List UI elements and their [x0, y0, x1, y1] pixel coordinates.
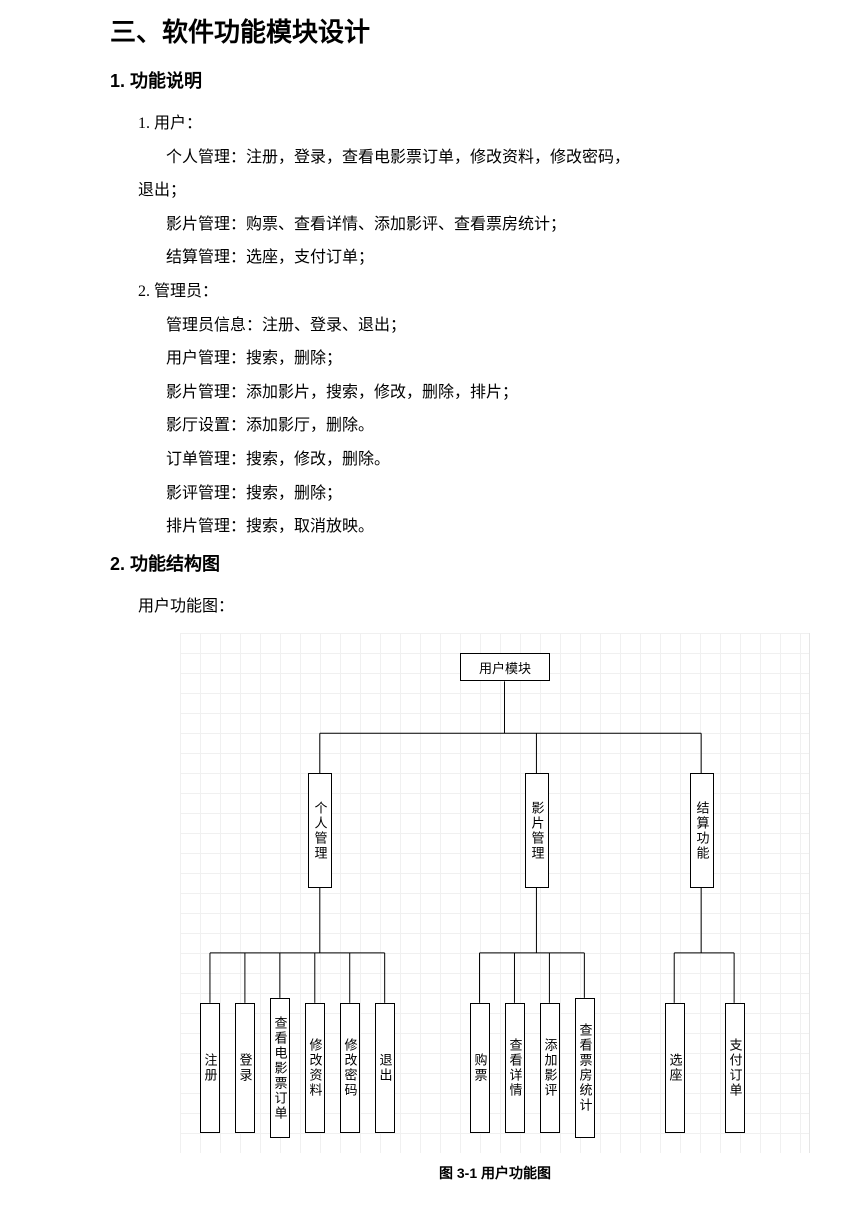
- structure-intro: 用户功能图：: [138, 590, 798, 624]
- admin-line6: 影评管理：搜索，删除；: [166, 477, 798, 511]
- heading-sec2: 2. 功能结构图: [110, 550, 798, 576]
- tree-node: 查看详情: [505, 1003, 525, 1133]
- user-line1a: 个人管理：注册，登录，查看电影票订单，修改资料，修改密码，: [166, 141, 798, 175]
- admin-line5: 订单管理：搜索，修改，删除。: [166, 443, 798, 477]
- user-line2: 影片管理：购票、查看详情、添加影评、查看票房统计；: [166, 208, 798, 242]
- heading-sec1: 1. 功能说明: [110, 67, 798, 93]
- tree-node: 退出: [375, 1003, 395, 1133]
- tree-node: 查看电影票订单: [270, 998, 290, 1138]
- admin-line2: 用户管理：搜索，删除；: [166, 342, 798, 376]
- admin-line1: 管理员信息：注册、登录、退出；: [166, 309, 798, 343]
- tree-node: 影片管理: [525, 773, 549, 888]
- tree-node: 购票: [470, 1003, 490, 1133]
- admin-header: 2. 管理员：: [138, 275, 798, 309]
- tree-node: 支付订单: [725, 1003, 745, 1133]
- tree-node: 查看票房统计: [575, 998, 595, 1138]
- tree-node: 用户模块: [460, 653, 550, 681]
- tree-node: 添加影评: [540, 1003, 560, 1133]
- admin-line7: 排片管理：搜索，取消放映。: [166, 510, 798, 544]
- tree-node: 结算功能: [690, 773, 714, 888]
- admin-line4: 影厅设置：添加影厅，删除。: [166, 409, 798, 443]
- tree-node: 修改密码: [340, 1003, 360, 1133]
- heading-main: 三、软件功能模块设计: [110, 12, 798, 49]
- user-line3: 结算管理：选座，支付订单；: [166, 241, 798, 275]
- user-line1b: 退出；: [138, 174, 798, 208]
- tree-node: 个人管理: [308, 773, 332, 888]
- tree-node: 登录: [235, 1003, 255, 1133]
- tree-node: 修改资料: [305, 1003, 325, 1133]
- tree-node: 选座: [665, 1003, 685, 1133]
- user-header: 1. 用户：: [138, 107, 798, 141]
- user-function-diagram: 用户模块个人管理 影片管理 结算功能注册登录查看电影票订单修改资料修改密码退出购票查…: [180, 633, 810, 1153]
- diagram-caption: 图 3-1 用户功能图: [180, 1163, 810, 1183]
- tree-node: 注册: [200, 1003, 220, 1133]
- admin-line3: 影片管理：添加影片，搜索，修改，删除，排片；: [166, 376, 798, 410]
